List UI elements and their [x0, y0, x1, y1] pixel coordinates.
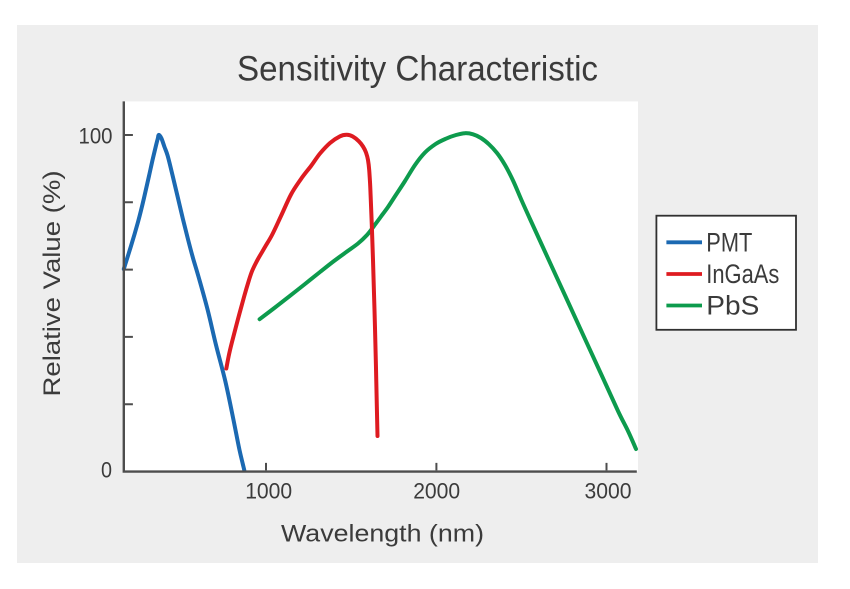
svg-text:Wavelength (nm): Wavelength (nm)	[281, 521, 484, 548]
svg-text:Sensitivity Characteristic: Sensitivity Characteristic	[237, 48, 598, 88]
svg-text:0: 0	[101, 458, 112, 483]
svg-text:100: 100	[79, 124, 113, 149]
svg-text:PMT: PMT	[706, 228, 752, 258]
svg-text:PbS: PbS	[706, 291, 759, 321]
svg-text:InGaAs: InGaAs	[706, 259, 779, 289]
svg-text:1000: 1000	[245, 479, 292, 504]
svg-text:2000: 2000	[413, 479, 460, 504]
svg-text:Relative Value (%): Relative Value (%)	[39, 171, 66, 397]
svg-text:3000: 3000	[585, 479, 632, 504]
